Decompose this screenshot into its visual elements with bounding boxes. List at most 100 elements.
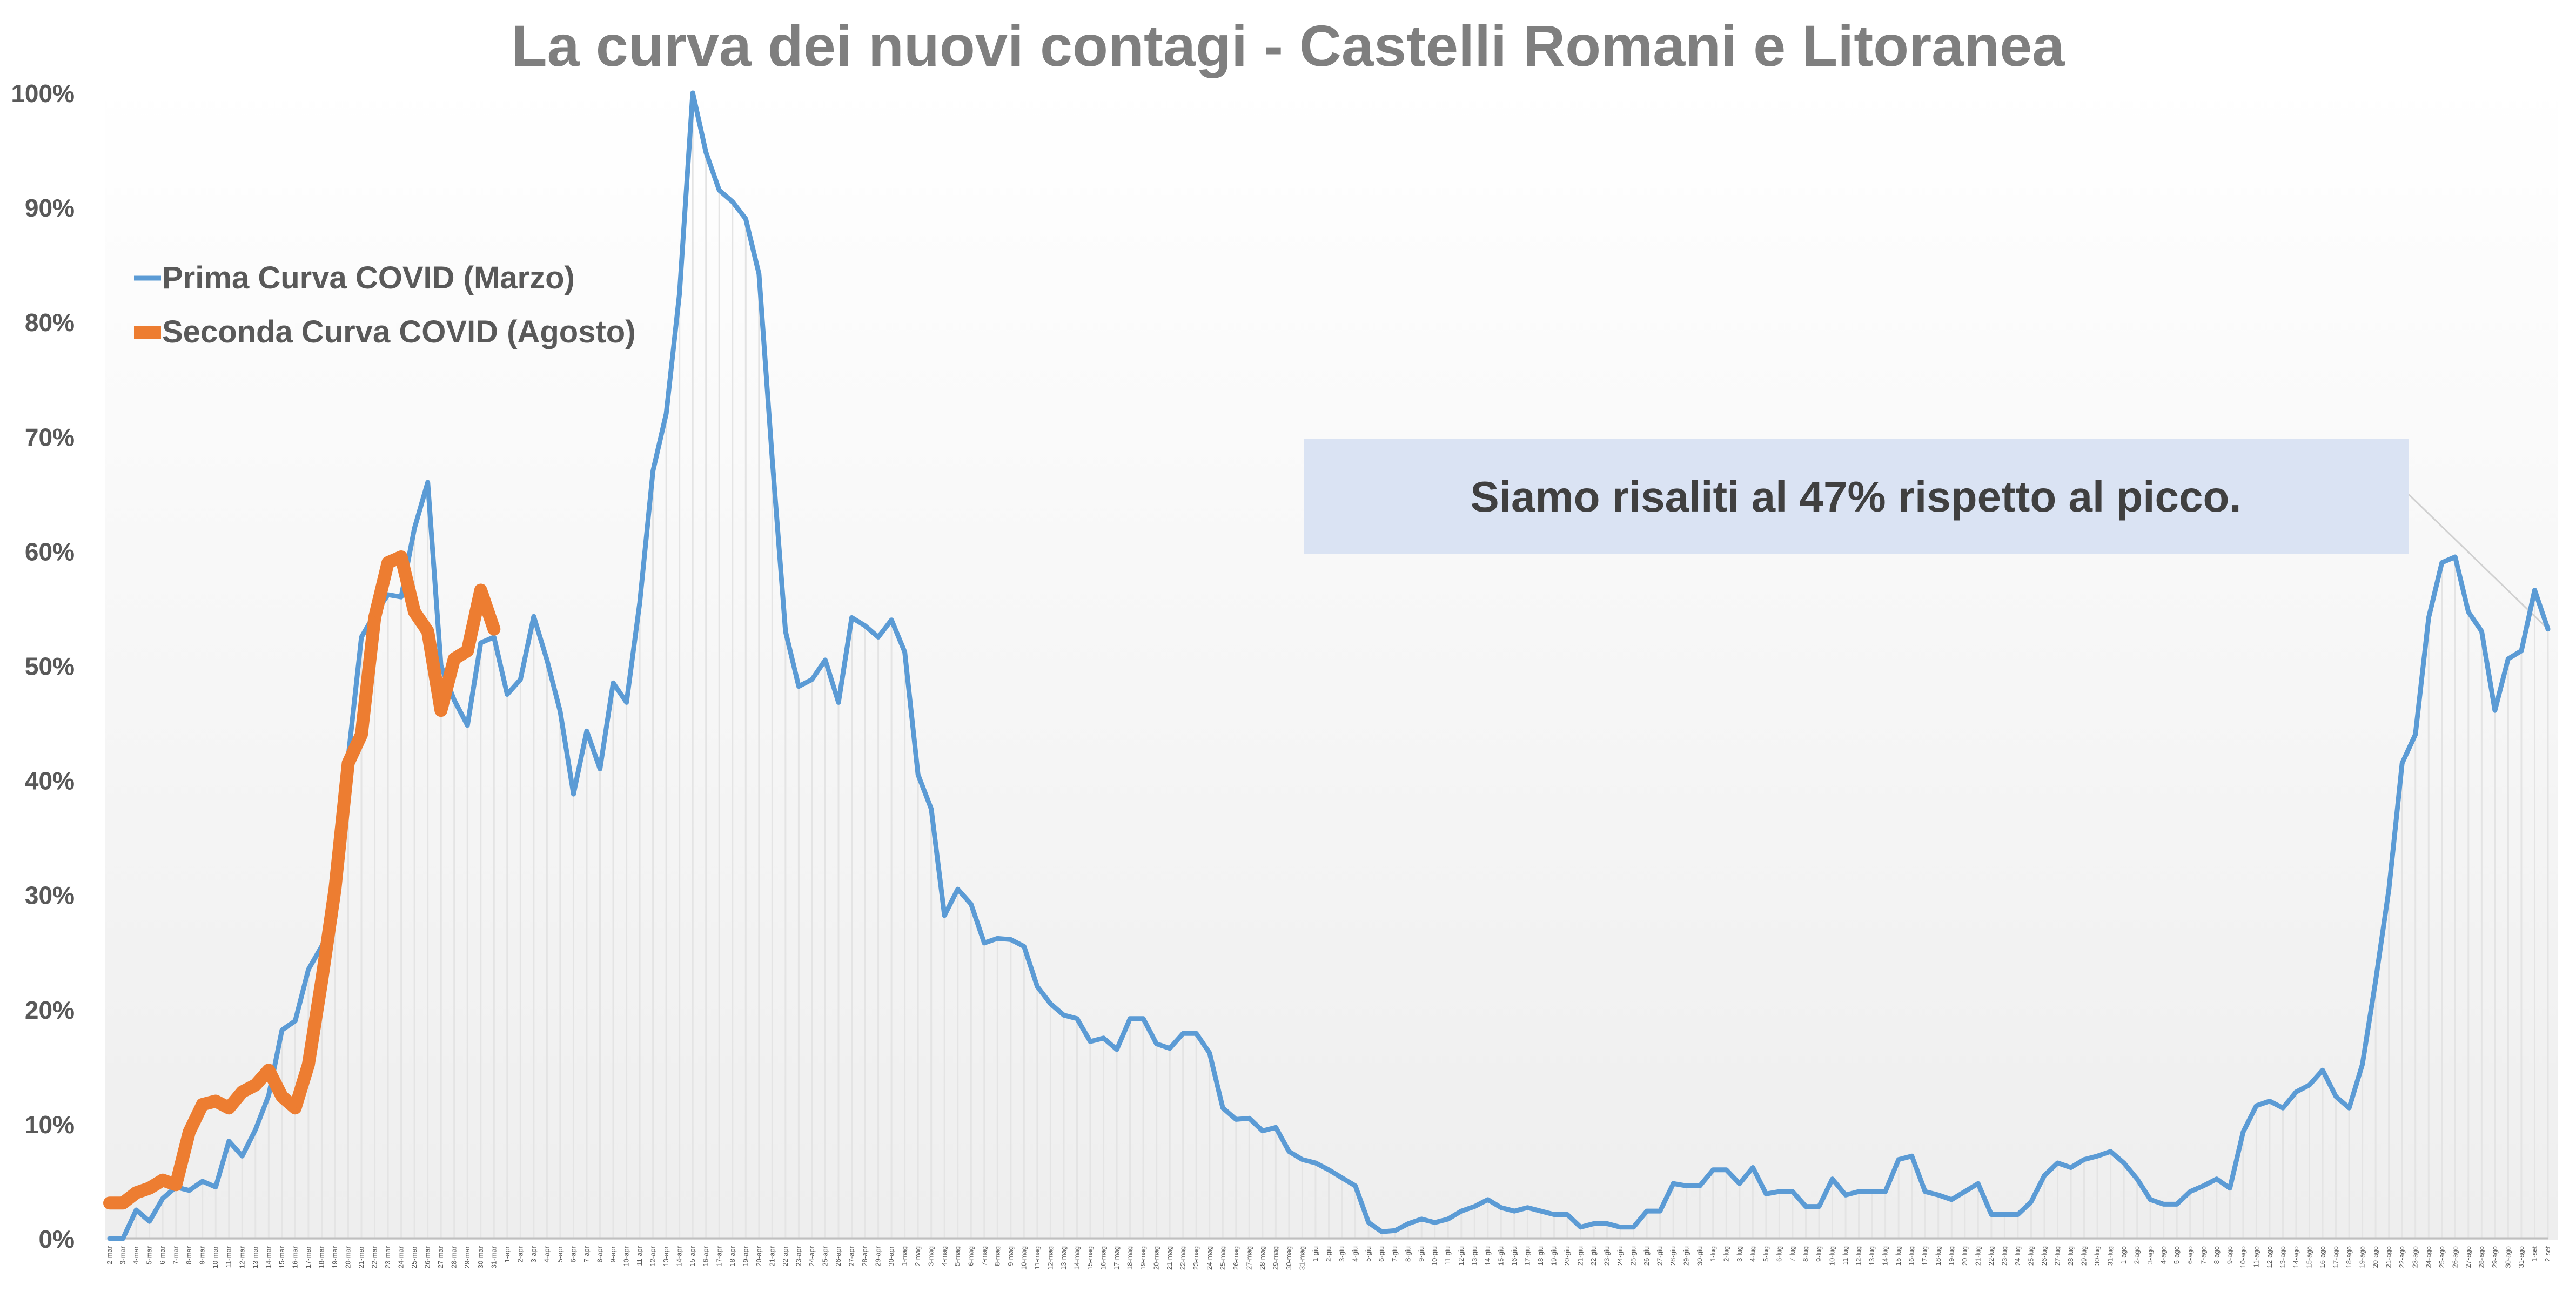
x-tick-label: 5-mar — [145, 1246, 153, 1264]
data-point — [1699, 1185, 1701, 1187]
data-point — [903, 651, 906, 654]
data-point — [1566, 1213, 1568, 1216]
data-point — [400, 556, 403, 559]
x-tick-label: 10-lug — [1828, 1246, 1836, 1266]
data-point — [109, 1237, 111, 1240]
x-tick-label: 31-lug — [2107, 1246, 2115, 1266]
data-point — [2030, 1201, 2032, 1203]
x-tick-label: 16-lug — [1908, 1246, 1916, 1266]
y-axis: 0% 10% 20% 30% 40% 50% 60% 70% 80% 90% 100% — [11, 79, 75, 1253]
x-tick-label: 15-ago — [2305, 1246, 2313, 1268]
x-tick-label: 14-mag — [1072, 1246, 1081, 1270]
x-axis: 2-mar 3-mar 4-mar 5-mar 6-mar 7-mar 8-mar 9-mar… — [105, 1237, 2552, 1270]
data-point — [1447, 1217, 1450, 1220]
x-tick-label: 6-ago — [2186, 1246, 2194, 1264]
data-point — [1579, 1226, 1582, 1228]
data-point — [2215, 1178, 2218, 1180]
x-tick-label: 1-apr — [503, 1246, 511, 1262]
data-point — [2533, 589, 2536, 591]
x-tick-label: 27-mar — [437, 1246, 445, 1268]
series-1 — [107, 90, 2551, 1241]
data-point — [2322, 1069, 2324, 1072]
x-tick-label: 29-giu — [1682, 1246, 1691, 1266]
x-tick-label: 19-lug — [1947, 1246, 1955, 1266]
data-point — [1646, 1210, 1648, 1213]
x-tick-label: 8-ago — [2212, 1246, 2221, 1264]
data-point — [1102, 1037, 1105, 1039]
data-point — [201, 1103, 204, 1106]
x-tick-label: 21-lug — [1974, 1246, 1982, 1266]
x-tick-label: 22-mar — [371, 1246, 379, 1268]
data-point — [1407, 1222, 1410, 1225]
data-point — [1301, 1158, 1304, 1161]
data-point — [850, 616, 853, 619]
x-tick-label: 17-ago — [2332, 1246, 2340, 1268]
x-tick-label: 13-ago — [2278, 1246, 2286, 1268]
x-tick-label: 2-giu — [1325, 1246, 1333, 1262]
x-tick-label: 25-giu — [1629, 1246, 1638, 1266]
x-tick-label: 2-set — [2544, 1246, 2552, 1262]
data-point — [1712, 1168, 1714, 1171]
x-tick-label: 27-giu — [1656, 1246, 1664, 1266]
x-tick-label: 5-giu — [1364, 1246, 1372, 1262]
data-point — [599, 768, 601, 770]
data-point — [1738, 1182, 1741, 1185]
data-point — [227, 1107, 230, 1109]
x-tick-label: 29-ago — [2491, 1246, 2499, 1268]
data-point — [1725, 1168, 1728, 1171]
x-tick-label: 10-giu — [1431, 1246, 1439, 1266]
x-tick-label: 17-mag — [1112, 1246, 1121, 1270]
x-tick-label: 9-lug — [1815, 1246, 1823, 1262]
x-tick-label: 23-mag — [1192, 1246, 1200, 1270]
x-tick-label: 13-lug — [1868, 1246, 1876, 1266]
callout-leader-line — [2407, 493, 2549, 630]
x-tick-label: 24-giu — [1616, 1246, 1624, 1266]
data-point — [1367, 1221, 1370, 1224]
data-point — [1433, 1221, 1436, 1224]
data-point — [466, 649, 469, 652]
data-point — [479, 589, 482, 591]
x-tick-label: 7-mag — [980, 1246, 988, 1266]
data-point — [678, 292, 681, 295]
data-point — [1857, 1190, 1860, 1193]
x-tick-label: 17-lug — [1921, 1246, 1929, 1266]
data-point — [307, 1063, 310, 1066]
data-point — [294, 1020, 297, 1023]
data-point — [2348, 1107, 2351, 1109]
x-tick-label: 20-lug — [1961, 1246, 1969, 1266]
x-tick-label: 19-ago — [2358, 1246, 2366, 1268]
x-tick-label: 28-apr — [861, 1246, 869, 1266]
data-point — [1208, 1052, 1211, 1054]
data-point — [2401, 762, 2404, 764]
annotation-box — [1304, 439, 2409, 554]
data-point — [493, 636, 495, 638]
data-point — [1606, 1222, 1608, 1225]
x-tick-label: 30-ago — [2504, 1246, 2512, 1268]
x-tick-label: 10-ago — [2239, 1246, 2247, 1268]
data-point — [797, 685, 800, 688]
legend: Prima Curva COVID (Marzo) Seconda Curva … — [134, 260, 636, 349]
data-point — [294, 1107, 297, 1109]
data-point — [1844, 1194, 1847, 1196]
data-point — [109, 1202, 111, 1205]
data-point — [996, 937, 999, 940]
data-point — [930, 808, 933, 810]
data-point — [585, 730, 588, 732]
data-point — [2268, 1100, 2271, 1102]
x-tick-label: 20-ago — [2371, 1246, 2379, 1268]
data-point — [1195, 1032, 1198, 1035]
data-point — [1804, 1205, 1807, 1208]
data-point — [1990, 1213, 1993, 1216]
data-point — [280, 1095, 283, 1098]
data-point — [1129, 1017, 1131, 1020]
data-point — [2096, 1155, 2099, 1158]
data-point — [559, 710, 561, 713]
y-tick-label: 40% — [25, 767, 75, 795]
x-tick-label: 2-mar — [105, 1246, 113, 1264]
x-tick-label: 12-ago — [2265, 1246, 2273, 1268]
data-point — [506, 693, 508, 696]
data-point — [864, 624, 867, 627]
x-tick-label: 6-mag — [967, 1246, 975, 1266]
data-point — [2083, 1158, 2085, 1161]
data-point — [1380, 1230, 1383, 1233]
